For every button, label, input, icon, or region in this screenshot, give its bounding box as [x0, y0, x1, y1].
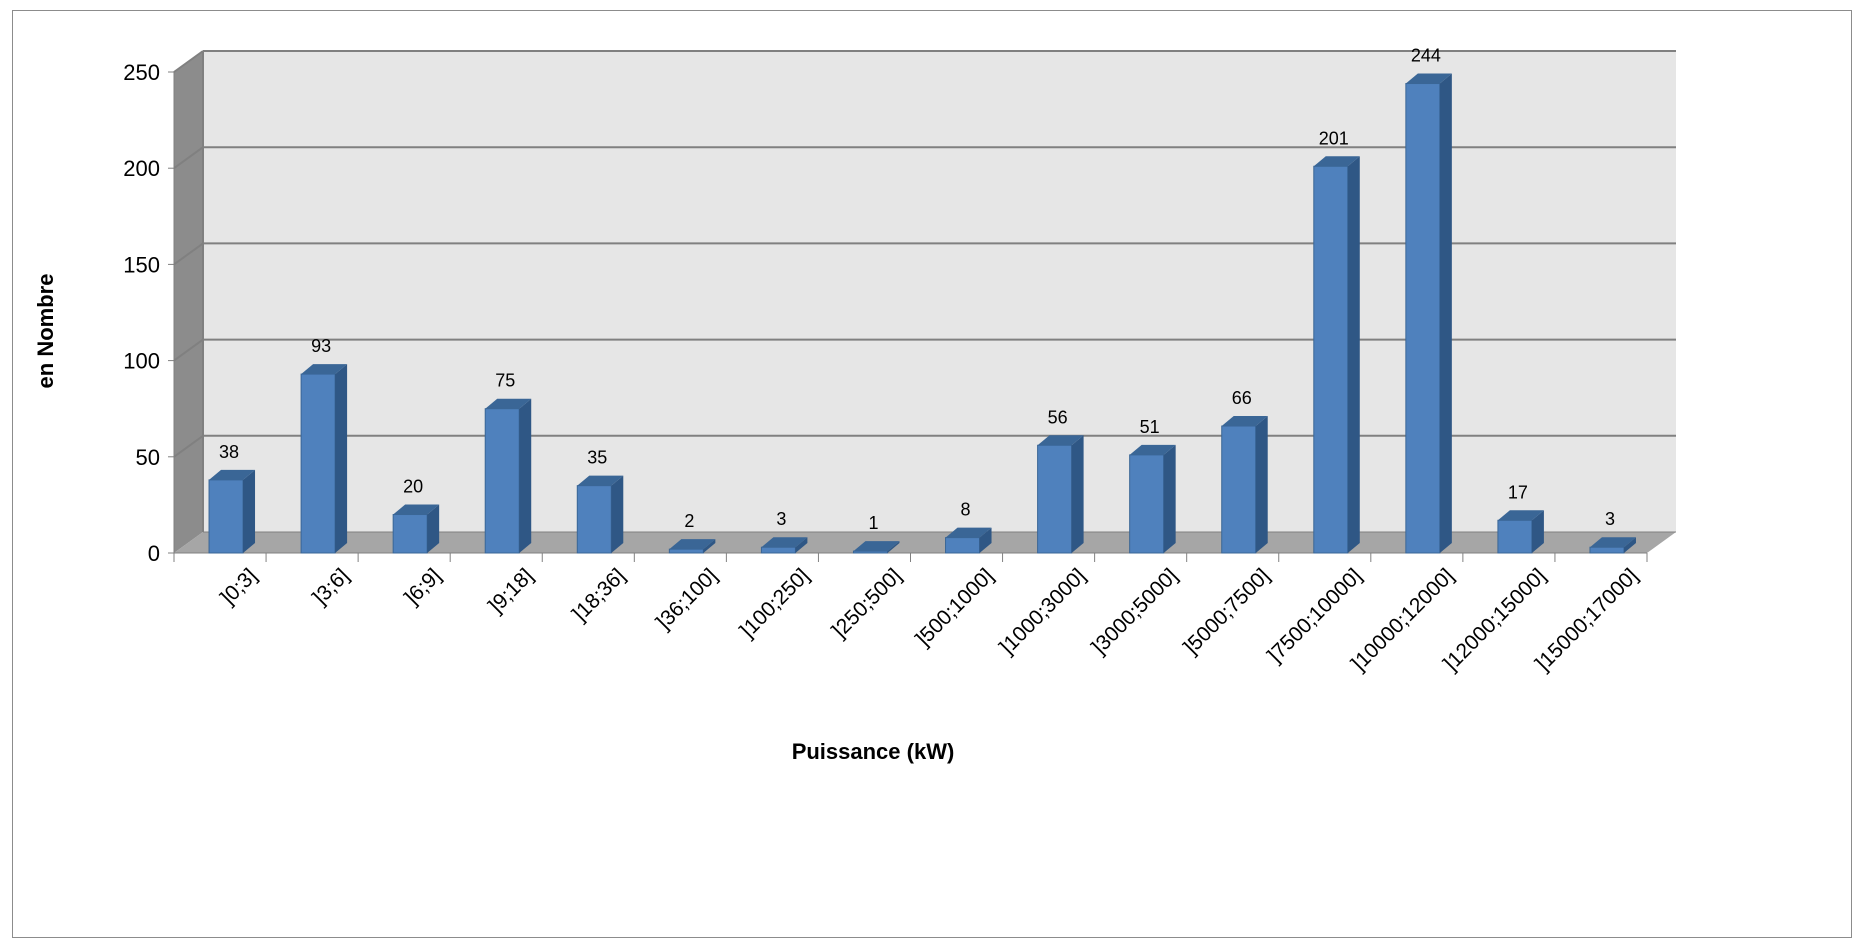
data-label: 75	[495, 371, 515, 391]
bar-top	[301, 364, 348, 375]
data-label: 8	[961, 500, 971, 520]
y-tick-label: 200	[123, 156, 160, 181]
x-tick-label: ]6;9]	[401, 564, 446, 609]
bar-top	[1497, 510, 1544, 521]
data-label: 3	[1605, 509, 1615, 529]
bar-side	[1347, 156, 1360, 553]
gridline-side	[173, 434, 204, 458]
data-label: 2	[684, 511, 694, 531]
data-label: 66	[1232, 388, 1252, 408]
bar	[300, 373, 336, 554]
data-label: 3	[776, 509, 786, 529]
x-tick-label: ]250;500]	[828, 564, 906, 642]
bar-side	[1623, 537, 1636, 553]
bar-side	[1439, 73, 1452, 553]
bar	[484, 408, 520, 554]
bar-top	[209, 469, 256, 480]
x-tick-label: ]9;18]	[484, 564, 537, 617]
data-label: 56	[1048, 407, 1068, 427]
bar-side	[1531, 510, 1544, 553]
bar-side	[519, 398, 532, 553]
bar-side	[1255, 416, 1268, 553]
bar-side	[887, 541, 900, 553]
bar	[945, 537, 981, 554]
bar-top	[393, 504, 440, 515]
bar-top	[761, 537, 808, 548]
bar-side	[1071, 435, 1084, 553]
bar	[1497, 519, 1533, 554]
bar-top	[853, 541, 900, 552]
bar-top	[1037, 435, 1084, 446]
x-tick-label: ]18;36]	[568, 564, 630, 626]
y-axis-title: en Nombre	[33, 274, 58, 389]
bar-top	[577, 475, 624, 486]
x-tick-label: ]1000;3000]	[995, 564, 1090, 659]
x-tick-label: ]100;250]	[736, 564, 814, 642]
bar-top	[1405, 73, 1452, 84]
data-label: 51	[1140, 417, 1160, 437]
bar-top	[1313, 156, 1360, 167]
bar	[1129, 454, 1165, 554]
data-label: 201	[1319, 128, 1349, 148]
bar-top	[485, 398, 532, 409]
bar-top	[1221, 416, 1268, 427]
x-tick-label: ]36;100]	[652, 564, 722, 634]
bar-side	[611, 475, 624, 553]
gridline-side	[173, 146, 204, 170]
y-tick-label: 250	[123, 60, 160, 85]
x-tick-label: ]7500;10000]	[1263, 564, 1366, 667]
bar-top	[1129, 444, 1176, 455]
bar-side	[1163, 444, 1176, 553]
data-label: 244	[1411, 46, 1441, 66]
data-label: 93	[311, 336, 331, 356]
bar-chart: 05010015020025038]0;3]93]3;6]20]6;9]75]9…	[33, 46, 1676, 764]
y-tick-label: 150	[123, 252, 160, 277]
y-tick-label: 100	[123, 349, 160, 374]
bar-side	[795, 537, 808, 553]
bar	[760, 546, 796, 554]
y-tick-label: 50	[136, 445, 160, 470]
bar-top	[945, 527, 992, 538]
bar	[1405, 83, 1441, 554]
data-label: 17	[1508, 482, 1528, 502]
data-label: 35	[587, 448, 607, 468]
side-wall	[174, 51, 203, 553]
bar	[1221, 425, 1257, 554]
floor	[174, 532, 1676, 553]
y-tick-label: 0	[148, 541, 160, 566]
bar	[208, 479, 244, 554]
data-label: 38	[219, 442, 239, 462]
x-tick-label: ]0;3]	[216, 564, 261, 609]
bar-side	[979, 527, 992, 553]
x-tick-label: ]3;6]	[308, 564, 353, 609]
data-label: 20	[403, 477, 423, 497]
x-tick-label: ]500;1000]	[912, 564, 998, 650]
chart-frame: 0 50 100 150 200 250 38]0;3] 93]3;6] 20]6;9] 75]9…	[12, 10, 1852, 938]
bar	[1037, 444, 1073, 554]
bar-top	[1589, 537, 1636, 548]
gridline-side	[173, 50, 204, 73]
bar	[576, 485, 612, 554]
bar	[668, 548, 704, 554]
x-axis-title: Puissance (kW)	[792, 739, 955, 764]
bar-side	[427, 504, 440, 553]
bar	[1589, 546, 1625, 554]
back-wall	[203, 51, 1676, 532]
data-label: 1	[868, 513, 878, 533]
bar	[1313, 165, 1349, 554]
x-tick-label: ]5000;7500]	[1180, 564, 1275, 659]
bar	[852, 550, 888, 554]
bar-top	[669, 539, 716, 550]
x-tick-label: ]3000;5000]	[1088, 564, 1183, 659]
bar-side	[335, 364, 348, 553]
bar-side	[703, 539, 716, 553]
gridline-side	[173, 242, 204, 266]
gridline-side	[173, 338, 204, 362]
bar-side	[243, 469, 256, 553]
bar	[392, 514, 428, 554]
